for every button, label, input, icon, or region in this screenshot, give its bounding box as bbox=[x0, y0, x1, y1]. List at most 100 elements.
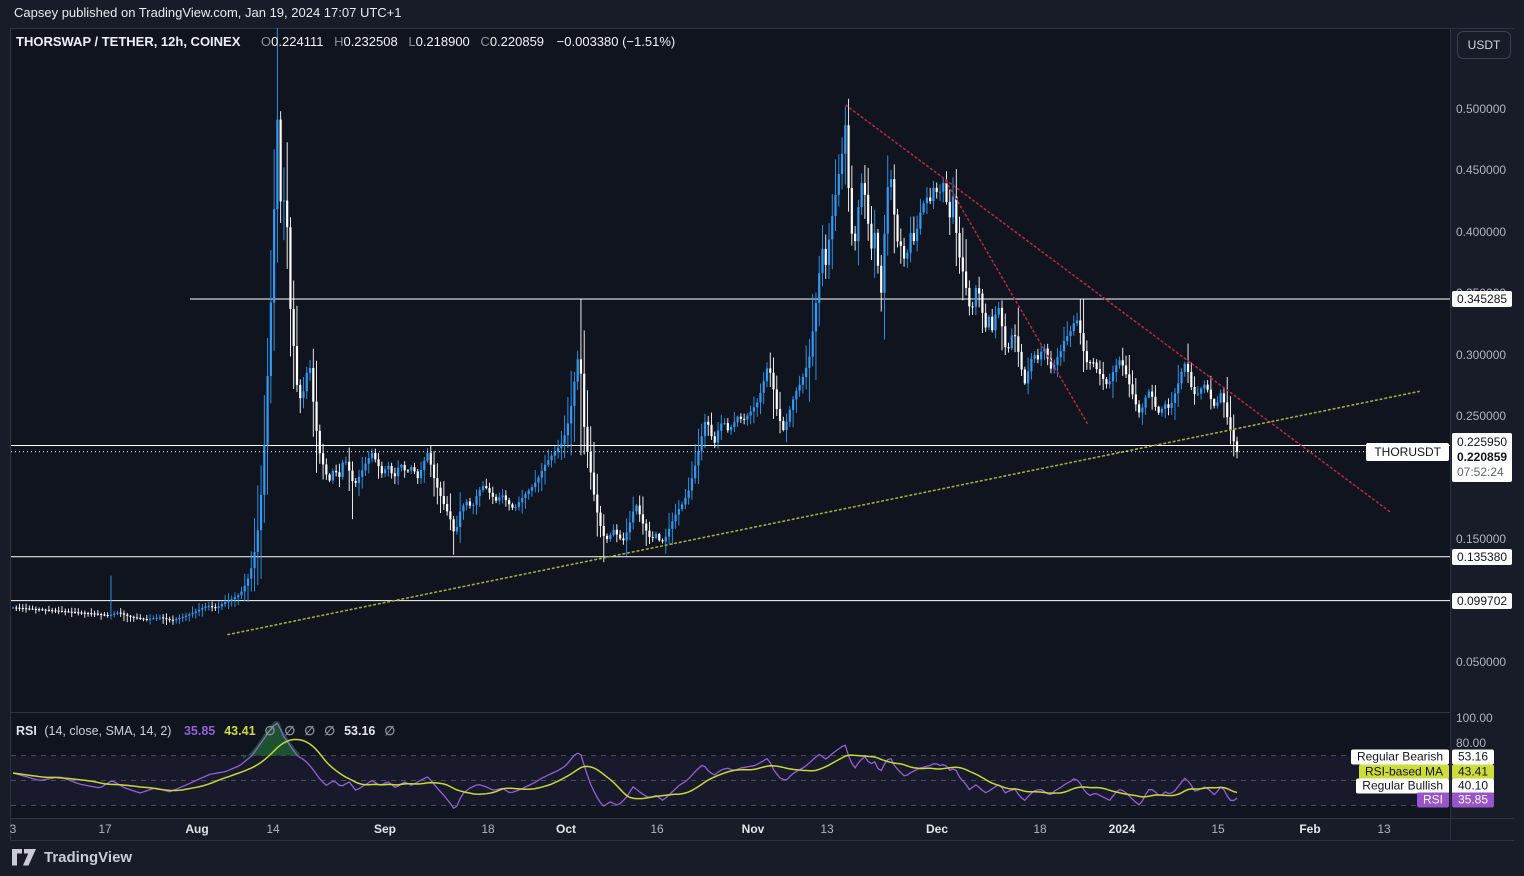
candle-body bbox=[259, 494, 263, 531]
candle-body bbox=[827, 239, 831, 265]
candle-body bbox=[1235, 441, 1239, 452]
price-tick: 0.450000 bbox=[1456, 163, 1507, 178]
candle-body bbox=[109, 614, 113, 616]
candle-body bbox=[344, 461, 348, 463]
rsi-ma-line[interactable] bbox=[12, 738, 1238, 800]
rsi-indicator-title[interactable]: RSI bbox=[16, 724, 37, 738]
candle-body bbox=[537, 477, 540, 483]
level-price-label: 0.099702 bbox=[1452, 592, 1513, 609]
candle-body bbox=[889, 179, 893, 187]
candle-body bbox=[987, 316, 991, 328]
candle-body bbox=[880, 265, 883, 293]
trendline-descending-resistance-steep[interactable] bbox=[945, 180, 1089, 426]
candle-body bbox=[184, 615, 188, 617]
candle-body bbox=[338, 472, 341, 477]
candle-body bbox=[1167, 404, 1170, 408]
candle-body bbox=[765, 368, 769, 382]
candle-body bbox=[383, 469, 387, 474]
time-tick: 15 bbox=[1211, 822, 1225, 836]
candle-body bbox=[191, 612, 194, 615]
candle-body bbox=[521, 498, 524, 503]
candle-body bbox=[295, 346, 299, 385]
candle-body bbox=[403, 464, 406, 471]
candle-body bbox=[119, 612, 122, 614]
candle-body bbox=[1082, 333, 1085, 352]
symbol-legend[interactable]: THORSWAP / TETHER, 12h, COINEX O0.224111… bbox=[16, 34, 675, 49]
candle-body bbox=[1010, 335, 1013, 349]
currency-toggle-button[interactable]: USDT bbox=[1457, 31, 1511, 59]
candle-body bbox=[220, 604, 223, 607]
candle-body bbox=[912, 233, 915, 242]
candle-body bbox=[263, 444, 266, 495]
candle-body bbox=[77, 612, 80, 614]
candle-body bbox=[1193, 387, 1196, 395]
candle-body bbox=[54, 610, 57, 612]
price-tick: 0.250000 bbox=[1456, 409, 1507, 423]
candle-body bbox=[948, 201, 951, 218]
rsi-divergence-highlight bbox=[243, 720, 300, 759]
candle-body bbox=[1128, 374, 1131, 385]
candle-body bbox=[132, 616, 135, 618]
candle-body bbox=[550, 455, 553, 461]
candle-body bbox=[1111, 372, 1115, 382]
candle-body bbox=[1020, 351, 1023, 370]
candle-body bbox=[1049, 358, 1053, 369]
candle-body bbox=[1196, 393, 1199, 395]
candle-body bbox=[315, 401, 318, 431]
candle-body bbox=[1177, 383, 1180, 394]
time-tick: 18 bbox=[1033, 822, 1047, 836]
candle-body bbox=[746, 415, 749, 420]
rsi-plot-name-regular-bearish: Regular Bearish bbox=[1350, 749, 1449, 765]
candle-body bbox=[831, 215, 834, 240]
candle-body bbox=[1118, 360, 1121, 366]
candle-body bbox=[530, 487, 534, 491]
candle-body bbox=[681, 504, 684, 510]
candle-body bbox=[100, 614, 103, 616]
candle-body bbox=[700, 436, 703, 451]
candle-body bbox=[733, 422, 736, 427]
candle-body bbox=[811, 331, 814, 357]
candle-body bbox=[1023, 369, 1026, 384]
candle-body bbox=[413, 467, 416, 472]
candle-body bbox=[527, 490, 530, 495]
candle-body bbox=[778, 409, 782, 422]
rsi-plot-name-rsi-based-ma: RSI-based MA bbox=[1358, 764, 1449, 780]
footer-brand[interactable]: TradingView bbox=[12, 849, 132, 866]
candle-body bbox=[1216, 402, 1219, 406]
candle-body bbox=[211, 606, 214, 608]
candle-body bbox=[51, 610, 54, 612]
level-price-label: 0.345285 bbox=[1452, 290, 1513, 307]
candle-body bbox=[978, 288, 981, 294]
candle-body bbox=[158, 617, 161, 619]
candle-body bbox=[351, 470, 354, 482]
chart-plot-area[interactable] bbox=[10, 28, 1450, 818]
candle-body bbox=[318, 430, 321, 454]
candle-body bbox=[1170, 402, 1173, 408]
candle-body bbox=[21, 608, 24, 610]
candle-body bbox=[749, 411, 752, 416]
candle-body bbox=[570, 405, 573, 424]
trendline-ascending-support[interactable] bbox=[227, 390, 1420, 636]
symbol-title[interactable]: THORSWAP / TETHER, 12h, COINEX bbox=[16, 34, 241, 49]
time-axis[interactable] bbox=[10, 818, 1514, 841]
ohlc-open-key: O bbox=[261, 34, 272, 49]
candle-body bbox=[400, 464, 403, 468]
price-axis[interactable] bbox=[1450, 28, 1524, 818]
rsi-legend[interactable]: RSI (14, close, SMA, 14, 2) 35.85 43.41 ∅ ∅… bbox=[16, 723, 395, 738]
candle-body bbox=[426, 452, 429, 461]
trendline-descending-resistance-long[interactable] bbox=[845, 104, 1391, 513]
candle-body bbox=[406, 470, 410, 472]
candle-body bbox=[508, 500, 511, 505]
candle-body bbox=[266, 376, 269, 445]
candle-body bbox=[543, 464, 547, 471]
candle-body bbox=[635, 505, 638, 512]
candle-body bbox=[93, 613, 96, 615]
candle-body bbox=[795, 390, 798, 400]
candle-body bbox=[589, 452, 592, 473]
candle-body bbox=[899, 241, 902, 247]
candle-body bbox=[951, 196, 955, 218]
candle-body bbox=[850, 188, 853, 234]
candle-body bbox=[1089, 362, 1092, 364]
candle-body bbox=[240, 591, 243, 596]
